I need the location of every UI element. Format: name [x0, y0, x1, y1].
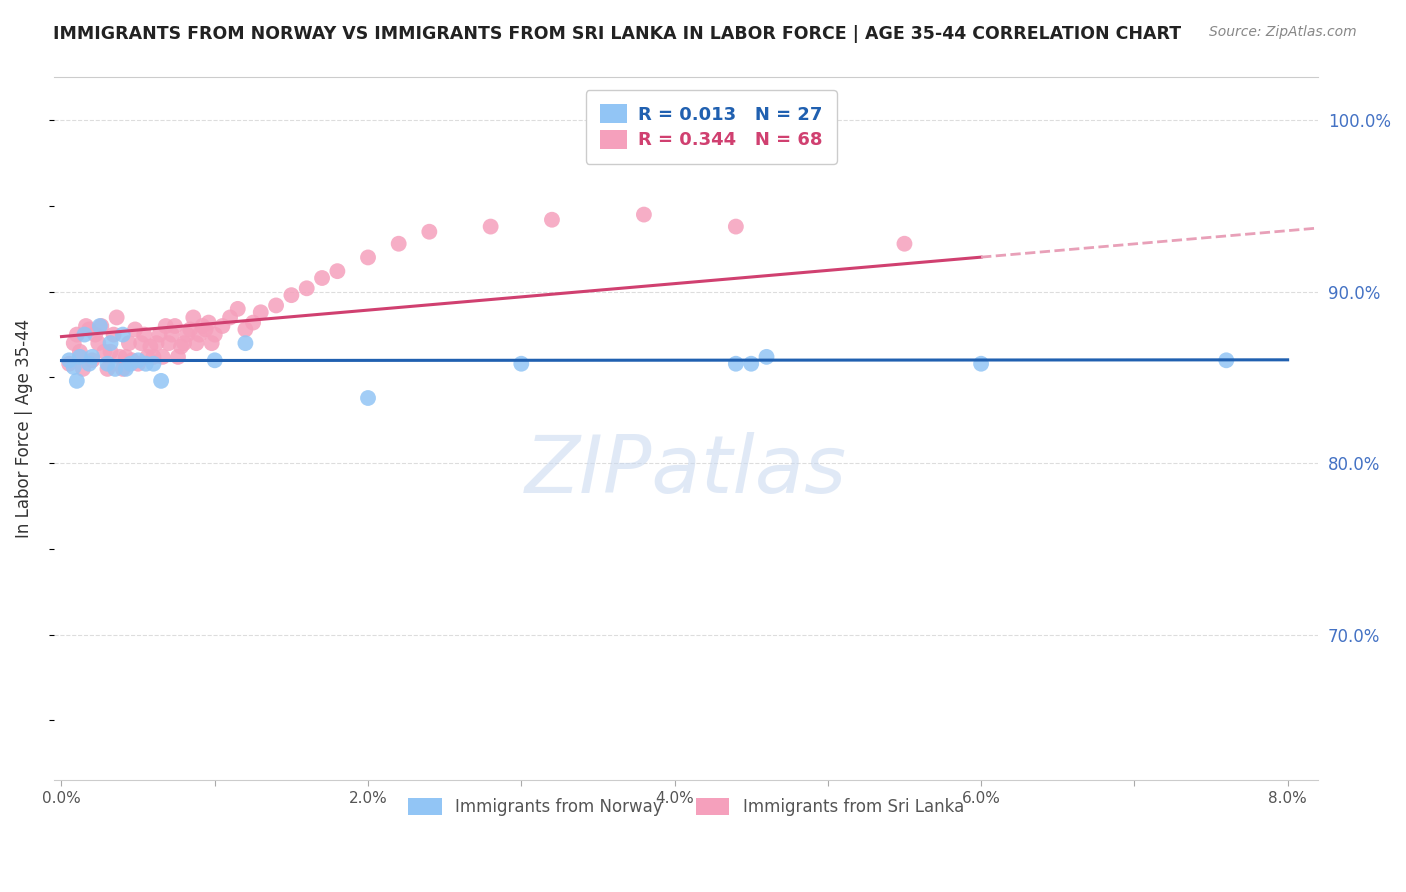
- Point: [105, 310, 128, 325]
- Text: ZIPatlas: ZIPatlas: [524, 432, 848, 510]
- Point: [149, 327, 172, 342]
- Point: [100, 336, 122, 351]
- Point: [181, 310, 204, 325]
- Point: [295, 281, 318, 295]
- Point: [249, 305, 271, 319]
- Point: [75, 318, 97, 333]
- Point: [173, 336, 195, 351]
- Point: [201, 336, 224, 351]
- Point: [724, 219, 747, 234]
- Point: [204, 327, 226, 342]
- Point: [111, 327, 134, 342]
- Point: [418, 225, 440, 239]
- Point: [1215, 353, 1237, 368]
- Point: [242, 316, 264, 330]
- Point: [176, 327, 198, 342]
- Text: Source: ZipAtlas.com: Source: ZipAtlas.com: [1209, 25, 1357, 39]
- Point: [129, 336, 152, 351]
- Point: [100, 344, 122, 359]
- Point: [82, 350, 104, 364]
- Point: [93, 344, 115, 359]
- Point: [191, 318, 214, 333]
- Point: [115, 350, 138, 364]
- Point: [66, 327, 89, 342]
- Point: [155, 318, 177, 333]
- Legend: Immigrants from Norway, Immigrants from Sri Lanka: Immigrants from Norway, Immigrants from …: [399, 789, 972, 825]
- Point: [226, 301, 249, 316]
- Point: [893, 236, 915, 251]
- Point: [160, 327, 183, 342]
- Point: [479, 219, 502, 234]
- Point: [142, 350, 165, 364]
- Point: [541, 212, 564, 227]
- Point: [724, 357, 747, 371]
- Point: [77, 322, 100, 336]
- Point: [152, 350, 174, 364]
- Point: [264, 298, 287, 312]
- Point: [58, 357, 80, 371]
- Point: [186, 336, 208, 351]
- Point: [62, 336, 84, 351]
- Point: [66, 374, 89, 388]
- Point: [62, 360, 84, 375]
- Point: [135, 357, 157, 371]
- Point: [755, 350, 778, 364]
- Point: [115, 362, 138, 376]
- Y-axis label: In Labor Force | Age 35-44: In Labor Force | Age 35-44: [15, 319, 32, 539]
- Point: [167, 350, 190, 364]
- Point: [235, 322, 257, 336]
- Point: [150, 374, 173, 388]
- Point: [77, 357, 100, 371]
- Point: [111, 362, 134, 376]
- Point: [970, 357, 993, 371]
- Point: [188, 327, 211, 342]
- Point: [127, 353, 149, 368]
- Point: [121, 353, 143, 368]
- Point: [127, 357, 149, 371]
- Point: [311, 271, 333, 285]
- Point: [139, 340, 162, 354]
- Point: [73, 327, 96, 342]
- Point: [235, 336, 257, 351]
- Point: [357, 251, 380, 265]
- Point: [104, 362, 127, 376]
- Point: [142, 357, 165, 371]
- Point: [120, 357, 142, 371]
- Point: [510, 357, 533, 371]
- Point: [90, 318, 112, 333]
- Point: [388, 236, 411, 251]
- Point: [211, 318, 233, 333]
- Point: [96, 357, 118, 371]
- Point: [84, 327, 107, 342]
- Point: [145, 336, 167, 351]
- Point: [170, 340, 193, 354]
- Point: [118, 336, 141, 351]
- Point: [357, 391, 380, 405]
- Text: IMMIGRANTS FROM NORWAY VS IMMIGRANTS FROM SRI LANKA IN LABOR FORCE | AGE 35-44 C: IMMIGRANTS FROM NORWAY VS IMMIGRANTS FRO…: [53, 25, 1181, 43]
- Point: [633, 208, 655, 222]
- Point: [82, 353, 104, 368]
- Point: [204, 353, 226, 368]
- Point: [58, 353, 80, 368]
- Point: [219, 310, 242, 325]
- Point: [194, 322, 217, 336]
- Point: [157, 336, 180, 351]
- Point: [280, 288, 302, 302]
- Point: [69, 350, 91, 364]
- Point: [197, 316, 219, 330]
- Point: [740, 357, 762, 371]
- Point: [179, 322, 201, 336]
- Point: [134, 327, 156, 342]
- Point: [136, 350, 159, 364]
- Point: [87, 336, 110, 351]
- Point: [163, 318, 186, 333]
- Point: [89, 318, 111, 333]
- Point: [72, 362, 94, 376]
- Point: [326, 264, 349, 278]
- Point: [69, 344, 91, 359]
- Point: [96, 362, 118, 376]
- Point: [124, 322, 146, 336]
- Point: [103, 327, 125, 342]
- Point: [108, 350, 131, 364]
